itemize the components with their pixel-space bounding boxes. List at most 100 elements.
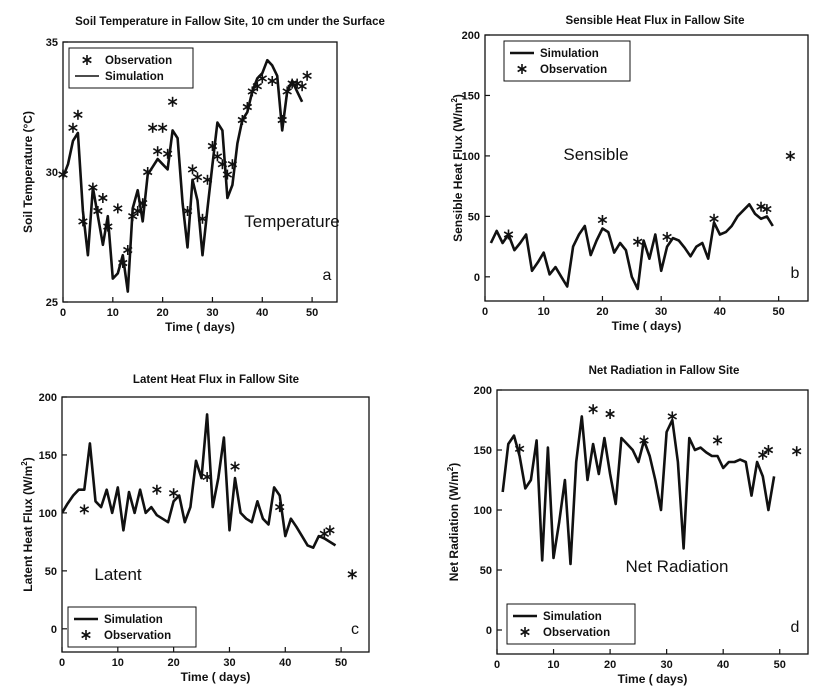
series-point-observation	[168, 488, 179, 499]
series-point-observation	[791, 446, 802, 457]
series-line-simulation	[62, 413, 337, 550]
y-tick-label: 30	[46, 167, 58, 179]
x-tick-label: 30	[661, 659, 673, 671]
x-tick-label: 40	[717, 659, 729, 671]
x-tick-label: 10	[112, 657, 124, 669]
y-axis-label-main: Latent Heat Flux (W/m	[21, 466, 35, 592]
x-tick-label: 0	[494, 659, 500, 671]
legend-box	[506, 603, 636, 645]
series-point-observation	[88, 182, 98, 193]
series-point-observation	[763, 445, 774, 455]
panel-letter: d	[791, 619, 800, 636]
x-tick-label: 50	[774, 659, 786, 671]
x-tick-label: 40	[279, 657, 291, 669]
x-tick-label: 50	[306, 307, 318, 319]
x-tick-label: 20	[157, 307, 169, 319]
series-point-observation	[347, 569, 357, 580]
series-point-observation	[207, 141, 218, 151]
y-tick-label: 50	[468, 211, 480, 223]
legend-label: Observation	[540, 64, 607, 76]
x-tick-label: 30	[223, 657, 235, 669]
series-point-observation	[257, 73, 268, 84]
series-point-observation	[152, 484, 162, 495]
legend-box	[68, 47, 194, 89]
series-point-observation	[252, 81, 263, 92]
series-point-observation	[756, 201, 766, 212]
series-point-observation	[78, 216, 88, 227]
y-axis-label: Net Radiation (W/m2)	[446, 463, 461, 581]
series-point-observation	[605, 409, 615, 419]
y-tick-label: 50	[480, 565, 492, 577]
series-line-simulation	[63, 58, 304, 293]
series-point-observation	[197, 213, 208, 224]
series-point-observation	[247, 86, 258, 97]
series-point-observation	[202, 471, 212, 482]
x-axis-label: Time ( days)	[165, 320, 235, 334]
series-point-observation	[230, 461, 240, 472]
x-tick-label: 30	[206, 307, 218, 319]
series-point-observation	[137, 198, 148, 209]
legend: Observation Simulation	[68, 47, 194, 89]
y-tick-label: 50	[45, 566, 57, 578]
panel-title: Net Radiation in Fallow Site	[589, 365, 740, 377]
series-point-observation	[132, 206, 143, 216]
y-axis-label-end: )	[447, 463, 461, 467]
legend: Simulation Observation	[503, 40, 631, 82]
series-point-observation	[162, 148, 173, 159]
series-point-observation	[282, 86, 292, 97]
y-axis-label-end: )	[21, 457, 35, 461]
series-point-observation	[103, 221, 113, 232]
y-axis-label: Soil Temperature (°C)	[21, 111, 35, 233]
series-point-observation	[123, 245, 133, 255]
legend-label: Observation	[105, 55, 172, 67]
series-point-observation	[639, 435, 649, 446]
x-tick-label: 50	[773, 306, 785, 318]
series-point-observation	[79, 504, 90, 515]
axes-frame	[484, 34, 809, 302]
series-point-observation	[274, 502, 285, 513]
series-point-observation	[187, 164, 198, 175]
series-point-observation	[302, 70, 312, 81]
axes-frame	[61, 396, 370, 653]
legend-label: Observation	[543, 627, 610, 639]
y-tick-label: 100	[462, 151, 480, 163]
series-point-observation	[128, 211, 138, 222]
panel-title: Sensible Heat Flux in Fallow Site	[566, 15, 745, 27]
legend-marker-swatch	[82, 55, 92, 65]
series-point-observation	[588, 404, 598, 415]
series-point-observation	[325, 525, 335, 536]
series-point-observation	[662, 231, 672, 242]
series-point-observation	[167, 96, 178, 107]
series-point-observation	[202, 174, 213, 185]
x-tick-label: 0	[60, 307, 66, 319]
y-tick-label: 100	[39, 508, 57, 520]
legend-label: Simulation	[105, 71, 164, 83]
y-tick-label: 0	[51, 624, 57, 636]
y-tick-label: 200	[39, 392, 57, 404]
series-point-observation	[192, 172, 203, 183]
x-tick-label: 20	[168, 657, 180, 669]
series-point-observation	[597, 214, 608, 225]
y-axis-label-superscript: 2	[446, 466, 455, 471]
series-point-observation	[709, 213, 719, 224]
series-point-observation	[142, 167, 153, 177]
panel-a-soil-temperature: Soil Temperature in Fallow Site, 10 cm u…	[21, 16, 385, 334]
panel-annotation: Net Radiation	[625, 557, 728, 576]
panel-annotation: Temperature	[244, 212, 339, 231]
y-tick-label: 150	[39, 450, 57, 462]
panel-d-net-radiation: Net Radiation in Fallow Site 0 10 20 30 40 50 0…	[446, 365, 809, 686]
y-axis-label-main: Net Radiation (W/m	[447, 471, 461, 581]
series-point-observation	[113, 203, 123, 214]
legend-label: Simulation	[543, 611, 602, 623]
x-tick-label: 20	[596, 306, 608, 318]
x-tick-label: 0	[59, 657, 65, 669]
series-point-observation	[98, 193, 108, 203]
x-tick-label: 40	[256, 307, 268, 319]
x-tick-label: 50	[335, 657, 347, 669]
series-point-observation	[68, 122, 78, 133]
legend: Simulation Observation	[506, 603, 636, 645]
panel-annotation: Latent	[94, 565, 142, 584]
